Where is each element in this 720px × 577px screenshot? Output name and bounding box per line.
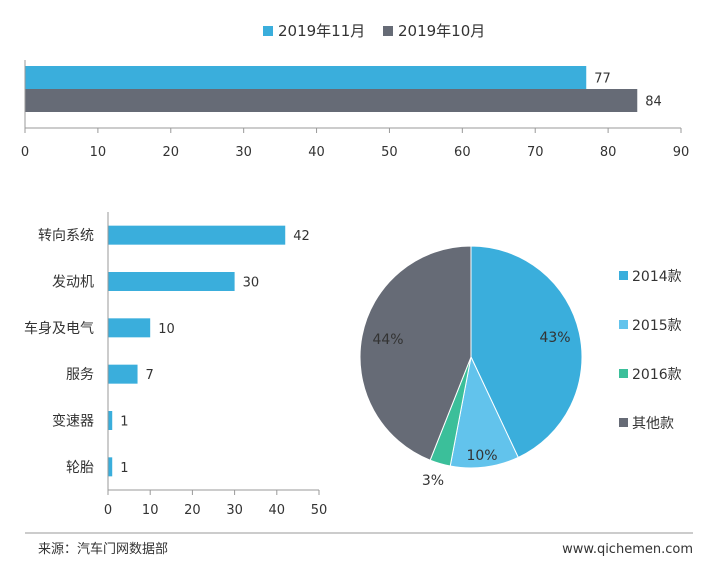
category-label: 发动机 — [52, 275, 94, 291]
top-bar-chart: 2019年11月 2019年10月 77 84 0 10 20 30 40 50 60 70 80 90 — [21, 22, 689, 160]
category-bar — [108, 225, 286, 245]
category-bar — [108, 457, 113, 477]
pie-legend-swatch — [619, 271, 628, 280]
top-x-tick-label: 10 — [90, 145, 107, 160]
pie-legend-swatch — [619, 320, 628, 329]
category-bar-value: 10 — [158, 322, 175, 337]
category-bar-value: 1 — [120, 415, 128, 430]
category-x-tick-label: 50 — [311, 503, 328, 518]
top-x-tick-label: 30 — [235, 145, 252, 160]
footer-website: www.qichemen.com — [562, 542, 693, 557]
category-bar-value: 7 — [146, 368, 154, 383]
pie-legend-swatch — [619, 418, 628, 427]
category-x-tick-label: 40 — [269, 503, 286, 518]
category-label: 服务 — [66, 367, 94, 383]
category-x-tick-label: 20 — [184, 503, 201, 518]
category-bar — [108, 272, 235, 291]
category-label: 轮胎 — [66, 460, 94, 476]
top-bar-value-2: 84 — [645, 95, 662, 110]
top-bar-2 — [25, 89, 638, 112]
category-bar — [108, 364, 138, 384]
pie-legend-swatch — [619, 369, 628, 378]
pie-legend-label: 2016款 — [632, 367, 682, 383]
pie-slice — [359, 245, 472, 461]
top-x-tick-label: 20 — [163, 145, 180, 160]
footer-source: 来源：汽车门网数据部 — [38, 541, 168, 557]
legend-label-1: 2019年11月 — [278, 22, 365, 40]
legend-swatch-2 — [383, 26, 393, 36]
category-x-tick-label: 30 — [226, 503, 243, 518]
category-label: 变速器 — [52, 414, 94, 430]
legend-swatch-1 — [263, 26, 273, 36]
top-x-tick-label: 70 — [527, 145, 544, 160]
category-label: 转向系统 — [38, 228, 94, 244]
pie-slice-label: 43% — [539, 330, 570, 346]
legend-label-2: 2019年10月 — [398, 22, 485, 40]
pie-slice-label: 10% — [466, 448, 497, 464]
top-x-tick-label: 60 — [454, 145, 471, 160]
top-bar-1 — [25, 66, 587, 89]
category-bar — [108, 411, 113, 430]
category-x-tick-label: 10 — [142, 503, 159, 518]
category-bar-value: 30 — [243, 276, 260, 291]
pie-legend-label: 其他款 — [632, 416, 674, 432]
top-x-tick-label: 90 — [673, 145, 690, 160]
top-x-tick-label: 50 — [381, 145, 398, 160]
pie-slice — [470, 245, 583, 459]
footer: 来源：汽车门网数据部 www.qichemen.com — [25, 532, 693, 557]
top-x-tick-label: 40 — [308, 145, 325, 160]
top-bar-value-1: 77 — [594, 72, 611, 87]
category-bar-value: 1 — [120, 461, 128, 476]
category-bar — [108, 318, 151, 338]
pie-legend-label: 2014款 — [632, 269, 682, 285]
pie-slice-label: 44% — [372, 332, 403, 348]
category-x-tick-label: 0 — [104, 503, 112, 518]
top-x-tick-label: 80 — [600, 145, 617, 160]
pie-legend-label: 2015款 — [632, 318, 682, 334]
category-bar-value: 42 — [293, 229, 310, 244]
top-x-tick-label: 0 — [21, 145, 29, 160]
pie-slice-label: 3% — [422, 473, 444, 489]
category-label: 车身及电气 — [24, 320, 94, 337]
